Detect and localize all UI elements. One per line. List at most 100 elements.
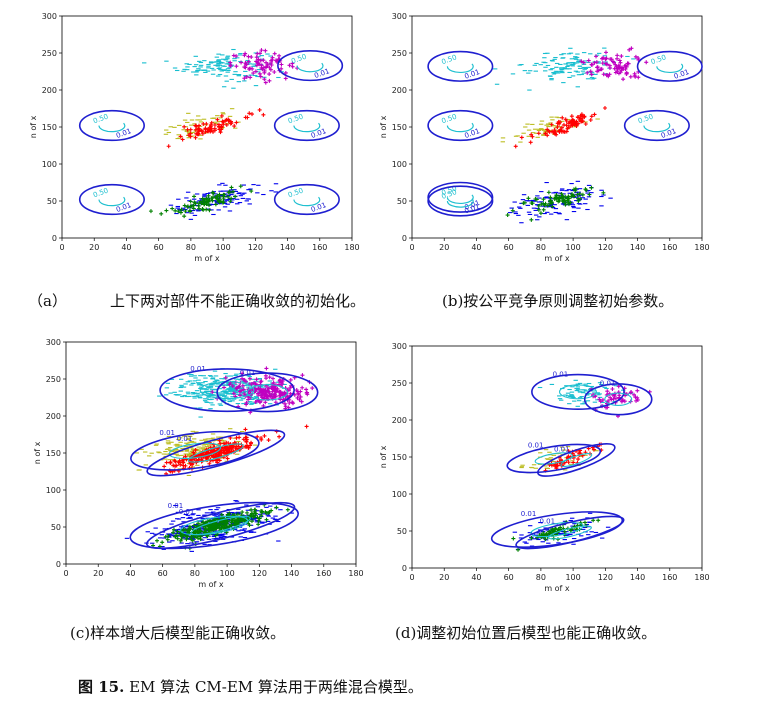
point-magenta	[606, 398, 611, 403]
point-red	[199, 128, 204, 133]
point-green	[160, 540, 165, 545]
contour-label-outer: 0.01	[600, 379, 616, 387]
point-magenta	[619, 66, 624, 71]
point-green	[229, 185, 234, 190]
point-green	[249, 189, 254, 194]
point-green	[529, 217, 534, 222]
panel-b: 0 20 40 60 80 100 120 140 160 180 0 50 100 150 200 250 3…	[370, 10, 720, 270]
point-green	[547, 529, 552, 534]
y-tick-label: 250	[42, 49, 57, 58]
point-green	[547, 201, 552, 206]
x-tick-label: 100	[565, 573, 580, 582]
point-green	[511, 536, 516, 541]
point-magenta	[282, 401, 287, 406]
point-magenta	[223, 375, 228, 380]
point-green	[179, 207, 184, 212]
point-green	[189, 534, 194, 539]
point-green	[226, 194, 231, 199]
point-magenta	[607, 72, 612, 77]
point-green	[206, 199, 211, 204]
point-green	[510, 208, 515, 213]
x-tick-label: 140	[284, 569, 299, 578]
x-tick-label: 60	[504, 573, 514, 582]
point-green	[178, 538, 183, 543]
point-red	[180, 137, 185, 142]
point-magenta	[268, 67, 273, 72]
point-red	[580, 119, 585, 124]
point-green	[215, 524, 220, 529]
y-tick-label: 150	[392, 453, 407, 462]
point-magenta	[624, 71, 629, 76]
point-red	[553, 131, 558, 136]
point-magenta	[256, 386, 261, 391]
point-red	[559, 129, 564, 134]
point-green	[231, 189, 236, 194]
point-magenta	[274, 58, 279, 63]
point-magenta	[272, 51, 277, 56]
point-green	[557, 195, 562, 200]
point-green	[541, 531, 546, 536]
point-green	[264, 517, 269, 522]
contour-inner	[446, 122, 474, 133]
point-green	[252, 507, 257, 512]
point-green	[182, 203, 187, 208]
point-magenta	[279, 66, 284, 71]
contour-outer	[273, 109, 340, 142]
point-red	[226, 118, 231, 123]
point-red	[205, 129, 210, 134]
point-magenta	[283, 404, 288, 409]
x-tick-label: 20	[89, 243, 99, 252]
contour-label-outer: 0.01	[179, 508, 195, 516]
point-red	[224, 440, 229, 445]
point-magenta	[644, 60, 649, 65]
panel-a: 0 20 40 60 80 100 120 140 160 180 0 50 100 150 200 250 3…	[20, 10, 370, 270]
figure-caption-text: EM 算法 CM-EM 算法用于两维混合模型。	[124, 678, 423, 696]
point-green	[536, 207, 541, 212]
point-red	[589, 114, 594, 119]
point-green	[210, 190, 215, 195]
point-red	[259, 436, 264, 441]
contour-label-outer: 0.01	[528, 442, 544, 450]
point-green	[217, 192, 222, 197]
y-tick-label: 150	[42, 123, 57, 132]
point-red	[197, 123, 202, 128]
point-red	[218, 441, 223, 446]
point-magenta	[263, 373, 268, 378]
point-red	[304, 424, 309, 429]
point-magenta	[611, 396, 616, 401]
point-magenta	[231, 53, 236, 58]
contour-label-outer: 0.01	[539, 518, 555, 526]
point-red	[246, 445, 251, 450]
caption-a-label: （a）	[28, 292, 67, 310]
point-magenta	[262, 396, 267, 401]
contour-inner	[558, 384, 597, 400]
point-green	[591, 518, 596, 523]
point-green	[219, 525, 224, 530]
point-magenta	[247, 376, 252, 381]
point-magenta	[579, 59, 584, 64]
point-green	[207, 518, 212, 523]
x-tick-label: 180	[348, 569, 363, 578]
contour-outer	[277, 49, 344, 82]
point-green	[210, 198, 215, 203]
point-green	[200, 207, 205, 212]
point-green	[207, 208, 212, 213]
y-tick-label: 50	[397, 197, 407, 206]
scatter-chart-c: 0 20 40 60 80 100 120 140 160 180 0 50 100 150 200 250 3…	[33, 338, 364, 589]
point-magenta	[295, 395, 300, 400]
contour-outer	[130, 430, 260, 471]
point-magenta	[594, 54, 599, 59]
point-green	[539, 202, 544, 207]
point-magenta	[236, 384, 241, 389]
x-tick-label: 20	[93, 569, 103, 578]
x-tick-label: 100	[219, 569, 234, 578]
point-red	[229, 120, 234, 125]
point-green	[186, 527, 191, 532]
point-magenta	[243, 51, 248, 56]
point-green	[560, 199, 565, 204]
point-red	[221, 441, 226, 446]
x-tick-label: 40	[125, 569, 135, 578]
point-magenta	[265, 388, 270, 393]
x-tick-label: 140	[630, 573, 645, 582]
point-magenta	[603, 50, 608, 55]
